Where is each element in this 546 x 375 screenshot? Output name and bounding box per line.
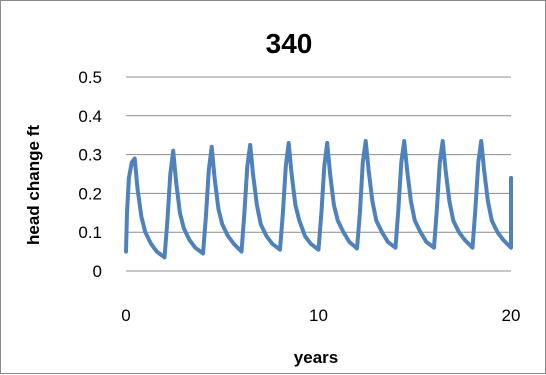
x-tick-label: 0 xyxy=(121,306,130,325)
y-axis-title: head change ft xyxy=(24,125,43,245)
y-tick-label: 0 xyxy=(93,262,102,281)
y-tick-label: 0.5 xyxy=(78,68,102,87)
x-tick-label: 10 xyxy=(309,306,328,325)
y-tick-labels: 0 0.1 0.2 0.3 0.4 0.5 xyxy=(78,68,102,281)
chart-title: 340 xyxy=(266,28,313,59)
x-tick-labels: 0 10 20 xyxy=(121,306,520,325)
y-tick-label: 0.2 xyxy=(78,184,102,203)
y-tick-label: 0.4 xyxy=(78,107,102,126)
y-tick-label: 0.3 xyxy=(78,146,102,165)
y-tick-label: 0.1 xyxy=(78,223,102,242)
x-axis-title: years xyxy=(294,348,338,367)
gridlines xyxy=(126,76,511,272)
x-tick-label: 20 xyxy=(502,306,521,325)
series-line xyxy=(124,139,513,260)
